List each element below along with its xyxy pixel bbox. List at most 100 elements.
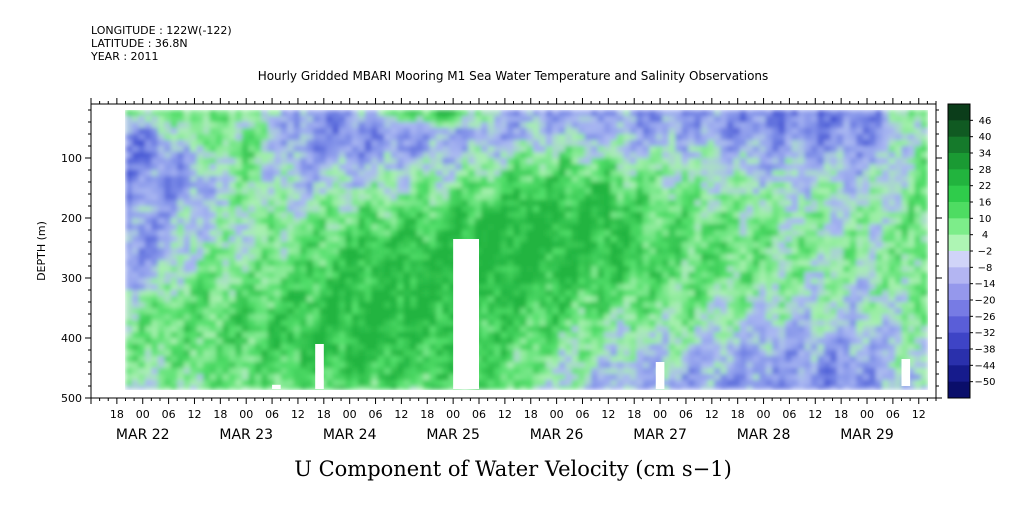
- heatmap-cell: [649, 308, 657, 315]
- heatmap-cell: [131, 386, 140, 390]
- heatmap-cell: [610, 176, 618, 183]
- heatmap-cell: [435, 356, 443, 363]
- heatmap-cell: [694, 128, 702, 135]
- heatmap-cell: [267, 230, 275, 237]
- heatmap-cell: [752, 110, 760, 117]
- heatmap-cell: [222, 182, 230, 189]
- heatmap-cell: [384, 344, 392, 351]
- heatmap-cell: [248, 344, 256, 351]
- heatmap-cell: [325, 380, 334, 387]
- heatmap-cell: [280, 338, 288, 345]
- heatmap-cell: [713, 176, 722, 183]
- heatmap-cell: [571, 140, 579, 147]
- heatmap-cell: [519, 218, 528, 225]
- heatmap-cell: [519, 308, 528, 315]
- heatmap-cell: [338, 128, 346, 135]
- heatmap-cell: [610, 356, 618, 363]
- heatmap-cell: [532, 158, 540, 165]
- heatmap-cell: [351, 128, 359, 135]
- heatmap-cell: [435, 212, 443, 219]
- heatmap-cell: [513, 236, 521, 243]
- heatmap-cell: [765, 128, 773, 135]
- heatmap-cell: [765, 284, 773, 291]
- heatmap-cell: [519, 260, 528, 267]
- heatmap-cell: [300, 338, 308, 345]
- heatmap-cell: [649, 206, 657, 213]
- heatmap-cell: [591, 320, 599, 327]
- heatmap-cell: [300, 140, 308, 147]
- heatmap-cell: [397, 362, 405, 369]
- heatmap-cell: [151, 212, 159, 219]
- heatmap-cell: [526, 356, 534, 363]
- heatmap-cell: [371, 176, 379, 183]
- heatmap-cell: [798, 302, 806, 309]
- heatmap-cell: [138, 350, 146, 357]
- heatmap-cell: [358, 272, 366, 279]
- heatmap-cell: [578, 230, 586, 237]
- heatmap-cell: [733, 158, 741, 165]
- heatmap-cell: [177, 116, 185, 123]
- heatmap-cell: [364, 128, 372, 135]
- heatmap-cell: [241, 308, 249, 315]
- heatmap-cell: [241, 110, 249, 117]
- heatmap-cell: [390, 236, 398, 243]
- heatmap-cell: [720, 374, 728, 381]
- heatmap-cell: [468, 110, 476, 117]
- heatmap-cell: [216, 350, 224, 357]
- heatmap-cell: [668, 290, 676, 297]
- heatmap-cell: [772, 194, 780, 201]
- heatmap-cell: [552, 122, 560, 129]
- heatmap-cell: [358, 194, 366, 201]
- heatmap-cell: [604, 350, 612, 357]
- heatmap-cell: [254, 176, 262, 183]
- heatmap-cell: [487, 290, 495, 297]
- heatmap-cell: [448, 272, 456, 279]
- heatmap-cell: [552, 254, 560, 261]
- heatmap-cell: [726, 266, 734, 273]
- heatmap-cell: [131, 338, 140, 345]
- heatmap-cell: [190, 356, 198, 363]
- heatmap-cell: [487, 134, 495, 141]
- heatmap-cell: [319, 146, 327, 153]
- heatmap-cell: [610, 194, 618, 201]
- heatmap-cell: [513, 278, 521, 285]
- heatmap-cell: [319, 194, 327, 201]
- heatmap-cell: [397, 230, 405, 237]
- heatmap-cell: [384, 146, 392, 153]
- heatmap-cell: [461, 218, 469, 225]
- heatmap-cell: [513, 110, 521, 117]
- heatmap-cell: [241, 224, 249, 231]
- heatmap-cell: [190, 266, 198, 273]
- heatmap-cell: [694, 152, 702, 159]
- heatmap-cell: [131, 356, 140, 363]
- heatmap-cell: [726, 380, 734, 387]
- heatmap-cell: [287, 272, 295, 279]
- heatmap-cell: [487, 158, 495, 165]
- heatmap-cell: [701, 128, 709, 135]
- heatmap-cell: [435, 158, 443, 165]
- heatmap-cell: [649, 146, 657, 153]
- heatmap-cell: [397, 332, 405, 339]
- heatmap-cell: [377, 374, 385, 381]
- heatmap-cell: [461, 212, 469, 219]
- heatmap-cell: [713, 206, 722, 213]
- heatmap-cell: [571, 218, 579, 225]
- heatmap-cell: [532, 386, 540, 390]
- heatmap-cell: [358, 248, 366, 255]
- heatmap-cell: [216, 344, 224, 351]
- heatmap-cell: [151, 260, 159, 267]
- heatmap-cell: [261, 374, 269, 381]
- heatmap-cell: [623, 176, 631, 183]
- heatmap-cell: [642, 296, 650, 303]
- heatmap-cell: [545, 122, 553, 129]
- heatmap-cell: [183, 170, 191, 177]
- heatmap-cell: [707, 218, 715, 225]
- heatmap-cell: [623, 350, 631, 357]
- heatmap-cell: [248, 242, 256, 249]
- heatmap-cell: [623, 236, 631, 243]
- heatmap-cell: [254, 188, 262, 195]
- heatmap-cell: [726, 164, 734, 171]
- heatmap-cell: [688, 200, 696, 207]
- heatmap-cell: [125, 122, 133, 129]
- heatmap-cell: [125, 278, 133, 285]
